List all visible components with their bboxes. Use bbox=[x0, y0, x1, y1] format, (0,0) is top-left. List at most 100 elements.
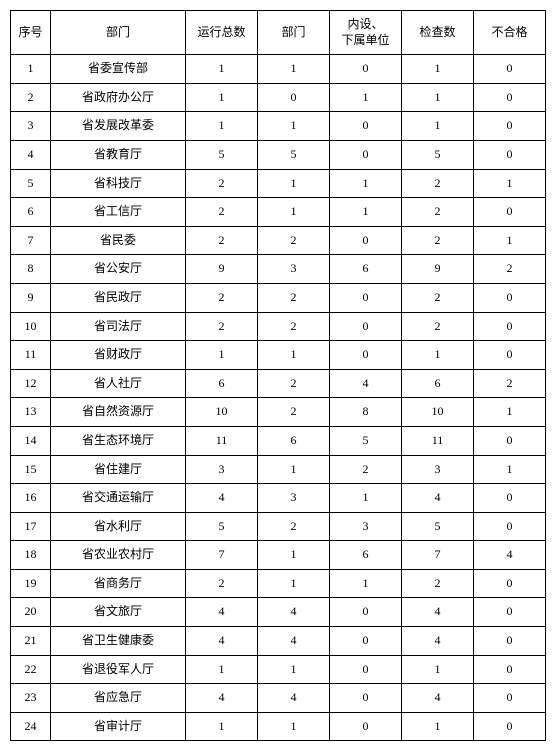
cell-fail: 0 bbox=[474, 112, 546, 141]
cell-check: 4 bbox=[402, 484, 474, 513]
cell-total: 4 bbox=[186, 484, 258, 513]
cell-dept2: 2 bbox=[258, 283, 330, 312]
table-row: 2省政府办公厅10110 bbox=[11, 83, 546, 112]
table-row: 22省退役军人厅11010 bbox=[11, 655, 546, 684]
cell-dept: 省工信厅 bbox=[51, 198, 186, 227]
cell-fail: 0 bbox=[474, 83, 546, 112]
cell-seq: 5 bbox=[11, 169, 51, 198]
cell-fail: 0 bbox=[474, 283, 546, 312]
cell-dept: 省卫生健康委 bbox=[51, 627, 186, 656]
cell-check: 4 bbox=[402, 627, 474, 656]
cell-dept: 省农业农村厅 bbox=[51, 541, 186, 570]
table-row: 9省民政厅22020 bbox=[11, 283, 546, 312]
table-row: 6省工信厅21120 bbox=[11, 198, 546, 227]
table-row: 1省委宣传部11010 bbox=[11, 55, 546, 84]
table-row: 21省卫生健康委44040 bbox=[11, 627, 546, 656]
cell-total: 6 bbox=[186, 369, 258, 398]
cell-fail: 2 bbox=[474, 255, 546, 284]
header-seq: 序号 bbox=[11, 11, 51, 55]
cell-check: 2 bbox=[402, 283, 474, 312]
cell-dept2: 1 bbox=[258, 341, 330, 370]
cell-dept2: 4 bbox=[258, 627, 330, 656]
cell-dept: 省教育厅 bbox=[51, 140, 186, 169]
table-row: 14省生态环境厅1165110 bbox=[11, 426, 546, 455]
cell-check: 2 bbox=[402, 169, 474, 198]
cell-dept: 省民委 bbox=[51, 226, 186, 255]
header-dept: 部门 bbox=[51, 11, 186, 55]
header-fail: 不合格 bbox=[474, 11, 546, 55]
table-row: 4省教育厅55050 bbox=[11, 140, 546, 169]
cell-seq: 11 bbox=[11, 341, 51, 370]
cell-dept: 省民政厅 bbox=[51, 283, 186, 312]
cell-check: 5 bbox=[402, 140, 474, 169]
cell-sub: 1 bbox=[330, 169, 402, 198]
cell-seq: 14 bbox=[11, 426, 51, 455]
cell-check: 2 bbox=[402, 226, 474, 255]
cell-total: 2 bbox=[186, 198, 258, 227]
cell-sub: 0 bbox=[330, 341, 402, 370]
cell-dept2: 5 bbox=[258, 140, 330, 169]
table-row: 20省文旅厅44040 bbox=[11, 598, 546, 627]
cell-dept: 省委宣传部 bbox=[51, 55, 186, 84]
table-header: 序号部门运行总数部门内设、下属单位检查数不合格 bbox=[11, 11, 546, 55]
cell-sub: 0 bbox=[330, 655, 402, 684]
cell-sub: 0 bbox=[330, 598, 402, 627]
cell-dept2: 3 bbox=[258, 484, 330, 513]
cell-fail: 0 bbox=[474, 627, 546, 656]
cell-dept2: 4 bbox=[258, 598, 330, 627]
cell-check: 1 bbox=[402, 341, 474, 370]
table-row: 13省自然资源厅1028101 bbox=[11, 398, 546, 427]
header-check: 检查数 bbox=[402, 11, 474, 55]
cell-dept2: 2 bbox=[258, 312, 330, 341]
cell-total: 5 bbox=[186, 512, 258, 541]
cell-sub: 8 bbox=[330, 398, 402, 427]
cell-check: 5 bbox=[402, 512, 474, 541]
cell-dept: 省自然资源厅 bbox=[51, 398, 186, 427]
cell-dept: 省财政厅 bbox=[51, 341, 186, 370]
cell-sub: 2 bbox=[330, 455, 402, 484]
cell-dept2: 4 bbox=[258, 684, 330, 713]
cell-total: 9 bbox=[186, 255, 258, 284]
cell-sub: 4 bbox=[330, 369, 402, 398]
cell-dept: 省水利厅 bbox=[51, 512, 186, 541]
cell-total: 3 bbox=[186, 455, 258, 484]
cell-dept2: 6 bbox=[258, 426, 330, 455]
header-dept2: 部门 bbox=[258, 11, 330, 55]
cell-seq: 4 bbox=[11, 140, 51, 169]
cell-seq: 23 bbox=[11, 684, 51, 713]
cell-sub: 0 bbox=[330, 627, 402, 656]
table-row: 5省科技厅21121 bbox=[11, 169, 546, 198]
cell-fail: 0 bbox=[474, 55, 546, 84]
cell-seq: 16 bbox=[11, 484, 51, 513]
cell-fail: 0 bbox=[474, 140, 546, 169]
cell-seq: 13 bbox=[11, 398, 51, 427]
cell-seq: 12 bbox=[11, 369, 51, 398]
cell-dept2: 1 bbox=[258, 55, 330, 84]
cell-total: 4 bbox=[186, 627, 258, 656]
cell-check: 1 bbox=[402, 83, 474, 112]
cell-check: 11 bbox=[402, 426, 474, 455]
cell-seq: 18 bbox=[11, 541, 51, 570]
cell-total: 1 bbox=[186, 112, 258, 141]
cell-sub: 0 bbox=[330, 312, 402, 341]
cell-dept: 省生态环境厅 bbox=[51, 426, 186, 455]
cell-check: 4 bbox=[402, 598, 474, 627]
cell-seq: 10 bbox=[11, 312, 51, 341]
cell-fail: 1 bbox=[474, 398, 546, 427]
cell-fail: 0 bbox=[474, 198, 546, 227]
table-row: 18省农业农村厅71674 bbox=[11, 541, 546, 570]
cell-sub: 0 bbox=[330, 712, 402, 741]
cell-dept2: 2 bbox=[258, 369, 330, 398]
cell-dept: 省科技厅 bbox=[51, 169, 186, 198]
table-body: 1省委宣传部110102省政府办公厅101103省发展改革委110104省教育厅… bbox=[11, 55, 546, 741]
table-row: 7省民委22021 bbox=[11, 226, 546, 255]
table-row: 3省发展改革委11010 bbox=[11, 112, 546, 141]
cell-dept: 省审计厅 bbox=[51, 712, 186, 741]
cell-fail: 0 bbox=[474, 512, 546, 541]
cell-total: 1 bbox=[186, 83, 258, 112]
cell-dept2: 0 bbox=[258, 83, 330, 112]
cell-seq: 7 bbox=[11, 226, 51, 255]
cell-dept: 省退役军人厅 bbox=[51, 655, 186, 684]
cell-fail: 0 bbox=[474, 312, 546, 341]
cell-total: 4 bbox=[186, 598, 258, 627]
